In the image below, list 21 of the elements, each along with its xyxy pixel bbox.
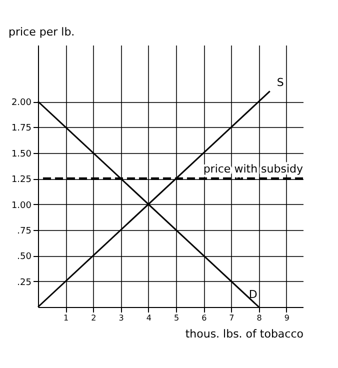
x-tick-label: 1 <box>64 314 69 322</box>
y-tick-label: .75 <box>17 226 32 236</box>
x-tick-label: 7 <box>229 314 234 322</box>
x-tick-label: 6 <box>202 314 207 322</box>
series-label: D <box>248 288 258 301</box>
x-tick-label: 9 <box>284 314 290 322</box>
x-tick-label: 4 <box>146 314 152 322</box>
y-tick-label: 1.50 <box>11 149 32 160</box>
y-tick-label: .25 <box>17 278 32 288</box>
series-label: S <box>276 76 284 90</box>
y-tick-label: 1.25 <box>11 175 32 186</box>
y-tick-label: 1.75 <box>11 124 32 134</box>
y-tick-label: 1.00 <box>11 200 32 211</box>
x-tick-label: 2 <box>91 314 96 322</box>
y-axis-title: price per lb. <box>8 26 75 38</box>
y-tick-label: .50 <box>17 252 32 262</box>
x-axis-title: thous. lbs. of tobacco <box>185 328 304 340</box>
x-tick-label: 3 <box>118 314 124 322</box>
x-tick-label: 5 <box>174 314 180 322</box>
x-tick-label: 8 <box>256 314 262 322</box>
y-tick-label: 2.00 <box>11 98 32 108</box>
